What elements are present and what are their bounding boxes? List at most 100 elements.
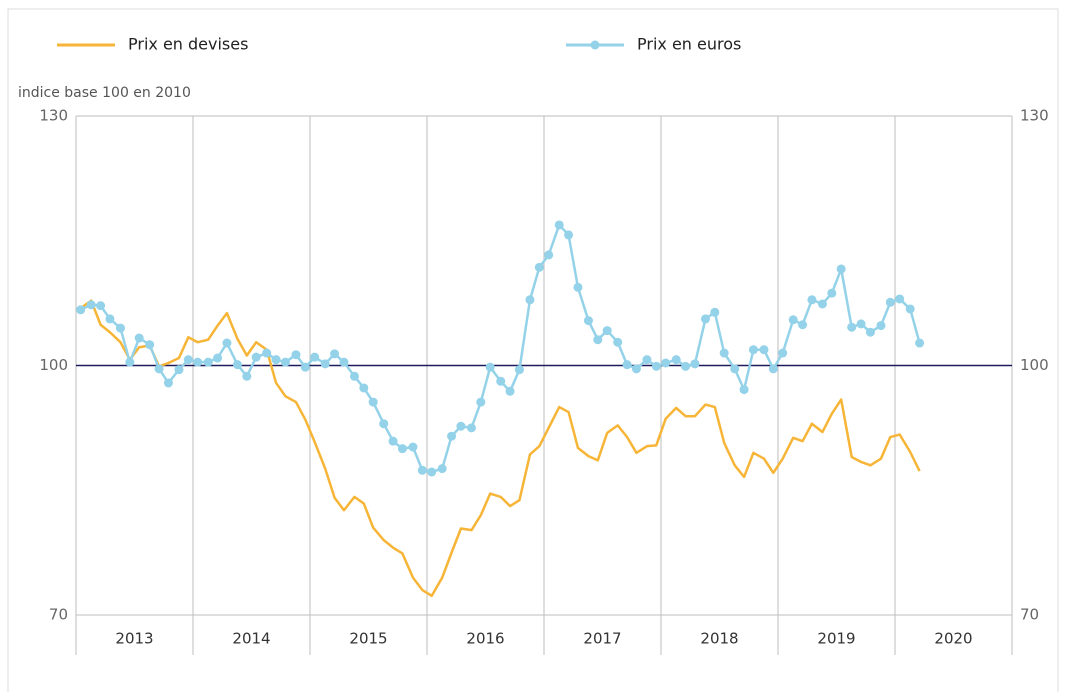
series-line — [79, 299, 921, 598]
data-point — [622, 360, 632, 370]
data-point — [349, 371, 359, 381]
data-point — [710, 307, 720, 317]
legend-marker — [590, 40, 600, 50]
series-line — [80, 223, 921, 474]
data-point — [145, 340, 155, 350]
data-point — [651, 361, 661, 371]
x-tick-label: 2015 — [349, 630, 387, 648]
data-point — [778, 348, 788, 358]
data-point — [388, 436, 398, 446]
data-point — [865, 327, 875, 337]
data-point — [700, 314, 710, 324]
data-point — [788, 315, 798, 325]
data-point — [807, 295, 817, 305]
data-point — [759, 345, 769, 355]
data-point — [163, 378, 173, 388]
data-point — [690, 359, 700, 369]
data-point — [291, 350, 301, 360]
data-point — [174, 365, 184, 375]
data-point — [613, 337, 623, 347]
legend-label: Prix en devises — [128, 35, 248, 54]
x-tick-label: 2017 — [583, 630, 621, 648]
data-point — [447, 431, 457, 441]
data-point — [631, 364, 641, 374]
x-tick-label: 2020 — [934, 630, 972, 648]
data-point — [203, 357, 213, 367]
data-point — [544, 250, 554, 260]
data-point — [827, 288, 837, 298]
data-point — [525, 295, 535, 305]
data-point — [280, 357, 290, 367]
data-point — [895, 294, 905, 304]
data-point — [427, 467, 437, 477]
data-point — [847, 322, 857, 332]
data-point — [602, 326, 612, 336]
data-point — [876, 321, 886, 331]
data-point — [251, 352, 261, 362]
data-point — [154, 364, 164, 374]
data-point — [534, 262, 544, 272]
data-point — [183, 355, 193, 365]
data-point — [856, 319, 866, 329]
data-point — [359, 383, 369, 393]
data-point — [730, 364, 740, 374]
x-tick-label: 2019 — [817, 630, 855, 648]
data-point — [583, 316, 593, 326]
x-tick-label: 2018 — [700, 630, 738, 648]
data-point — [642, 355, 652, 365]
data-point — [681, 361, 691, 371]
data-point — [125, 357, 135, 367]
data-point — [661, 358, 671, 368]
data-point — [748, 345, 758, 355]
data-point — [564, 230, 574, 240]
y-axis-label: indice base 100 en 2010 — [18, 85, 191, 101]
data-point — [554, 220, 564, 230]
data-point — [76, 305, 86, 315]
data-point — [485, 362, 495, 372]
data-point — [232, 360, 242, 370]
data-point — [905, 304, 915, 314]
y-tick-label: 100 — [39, 356, 68, 374]
data-point — [193, 357, 203, 367]
data-point — [379, 419, 389, 429]
data-point — [915, 338, 925, 348]
data-point — [339, 357, 349, 367]
data-point — [514, 365, 524, 375]
data-point — [310, 352, 320, 362]
data-point — [115, 323, 125, 333]
data-point — [466, 423, 476, 433]
y2-tick-label: 130 — [1020, 107, 1049, 125]
data-point — [86, 300, 96, 310]
data-point — [320, 359, 330, 369]
data-point — [96, 301, 106, 311]
data-point — [476, 397, 486, 407]
data-point — [836, 264, 846, 274]
data-point — [719, 348, 729, 358]
data-point — [300, 362, 310, 372]
data-point — [593, 335, 603, 345]
frame — [7, 8, 1059, 692]
data-point — [222, 338, 232, 348]
y-tick-label: 130 — [39, 107, 68, 125]
data-point — [368, 397, 378, 407]
data-point — [505, 386, 515, 396]
data-point — [242, 371, 252, 381]
data-point — [134, 333, 144, 343]
data-point — [330, 349, 340, 359]
data-point — [671, 355, 681, 365]
data-point — [408, 442, 418, 452]
data-point — [397, 444, 407, 454]
x-tick-label: 2014 — [232, 630, 270, 648]
data-point — [213, 353, 223, 363]
y-tick-label: 70 — [49, 606, 68, 624]
data-point — [437, 464, 447, 474]
legend-label: Prix en euros — [637, 35, 741, 54]
y2-tick-label: 100 — [1020, 356, 1049, 374]
data-point — [739, 385, 749, 395]
data-point — [573, 282, 583, 292]
data-point — [768, 364, 778, 374]
data-point — [271, 355, 281, 365]
data-point — [456, 421, 466, 431]
